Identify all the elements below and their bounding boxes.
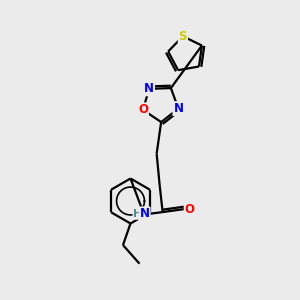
Text: N: N xyxy=(144,82,154,95)
Text: O: O xyxy=(184,202,195,216)
Text: S: S xyxy=(178,30,187,43)
Text: H: H xyxy=(134,209,143,219)
Text: O: O xyxy=(138,103,148,116)
Text: N: N xyxy=(140,207,150,220)
Text: N: N xyxy=(173,102,183,115)
